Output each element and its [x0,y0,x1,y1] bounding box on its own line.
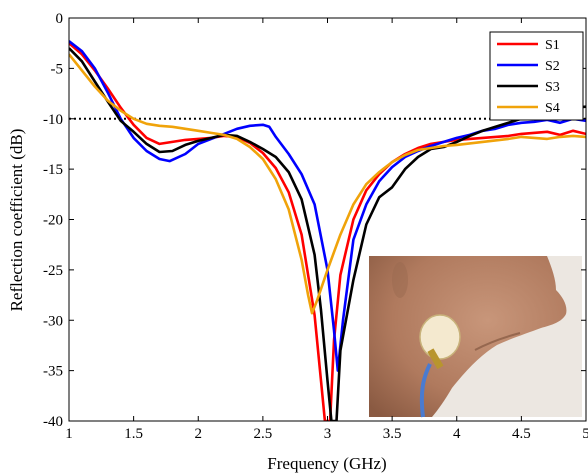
inset-photo [369,256,582,418]
y-axis-ticks: 0 -5 -10 -15 -20 -25 -30 -35 -40 [43,11,586,430]
legend-box [489,31,584,121]
y-tick-label: -10 [43,112,63,128]
x-axis-ticks: 1 1.5 2 2.5 3 3.5 4 4.5 5 [65,18,588,442]
x-tick-label: 2 [195,426,203,442]
inset-antenna-patch [419,314,461,360]
x-tick-label: 1 [65,426,73,442]
series-line-s2 [69,40,586,372]
y-tick-label: -35 [43,364,63,380]
series-line-s4 [69,53,586,315]
y-tick-label: -25 [43,263,63,279]
x-tick-label: 2.5 [254,426,273,442]
series-lines [69,40,586,421]
x-tick-label: 4 [453,426,461,442]
x-axis-title: Frequency (GHz) [267,454,386,473]
legend-label-s1: S1 [545,38,560,53]
legend-label-s3: S3 [545,80,560,95]
x-tick-label: 5 [582,426,588,442]
inset-ear-shadow [392,262,408,298]
x-tick-label: 3.5 [383,426,402,442]
legend-label-s4: S4 [545,101,560,116]
x-tick-label: 4.5 [512,426,531,442]
x-tick-label: 1.5 [124,426,143,442]
y-tick-label: -15 [43,162,63,178]
legend-label-s2: S2 [545,59,560,74]
series-line-s3 [69,47,586,421]
legend: S1 S2 S3 S4 [489,31,584,121]
y-tick-label: -20 [43,213,63,229]
legend-items: S1 S2 S3 S4 [497,38,560,116]
plot-area [69,40,586,421]
inset-cable [419,363,432,418]
inset-connector [427,348,444,370]
y-axis-title: Reflection coefficient (dB) [7,129,26,312]
y-tick-label: -5 [51,61,64,77]
inset-jawline [474,332,521,351]
y-tick-label: -30 [43,313,63,329]
y-tick-label: -40 [43,414,63,430]
y-tick-label: 0 [56,11,64,27]
inset-skin [369,256,567,417]
x-tick-label: 3 [324,426,332,442]
